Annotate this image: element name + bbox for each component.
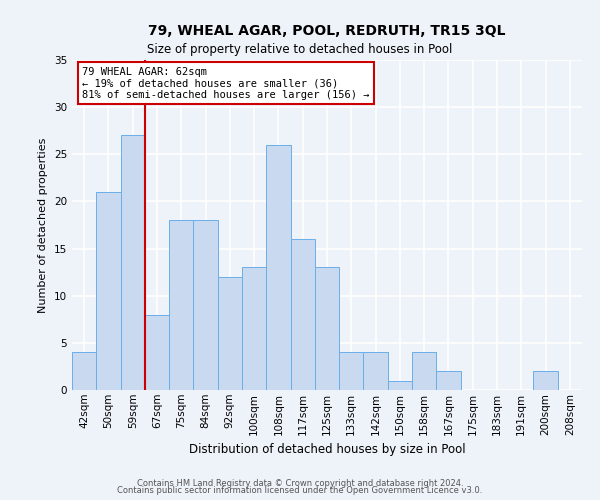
Bar [145,314,169,390]
Title: 79, WHEAL AGAR, POOL, REDRUTH, TR15 3QL: 79, WHEAL AGAR, POOL, REDRUTH, TR15 3QL [148,24,506,38]
X-axis label: Distribution of detached houses by size in Pool: Distribution of detached houses by size … [188,443,466,456]
Bar [388,380,412,390]
Text: 79 WHEAL AGAR: 62sqm
← 19% of detached houses are smaller (36)
81% of semi-detac: 79 WHEAL AGAR: 62sqm ← 19% of detached h… [82,66,370,100]
Bar [72,352,96,390]
Bar [266,145,290,390]
Bar [242,268,266,390]
Bar [436,371,461,390]
Bar [533,371,558,390]
Y-axis label: Number of detached properties: Number of detached properties [38,138,49,312]
Bar [96,192,121,390]
Bar [339,352,364,390]
Bar [193,220,218,390]
Text: Contains HM Land Registry data © Crown copyright and database right 2024.: Contains HM Land Registry data © Crown c… [137,478,463,488]
Text: Contains public sector information licensed under the Open Government Licence v3: Contains public sector information licen… [118,486,482,495]
Bar [290,239,315,390]
Bar [315,268,339,390]
Bar [218,277,242,390]
Text: Size of property relative to detached houses in Pool: Size of property relative to detached ho… [148,42,452,56]
Bar [169,220,193,390]
Bar [364,352,388,390]
Bar [121,136,145,390]
Bar [412,352,436,390]
